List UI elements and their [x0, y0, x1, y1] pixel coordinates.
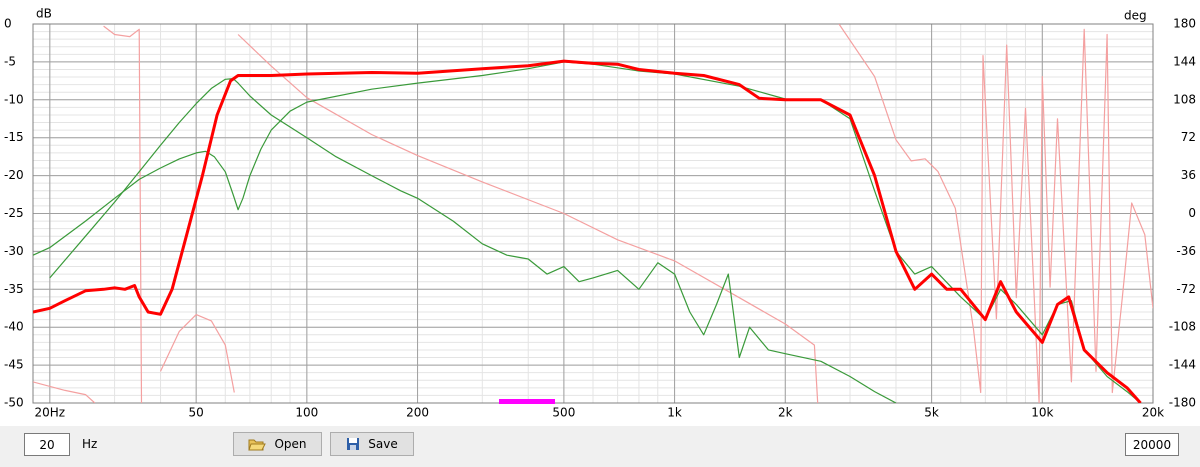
y-tick-label: -30	[4, 244, 24, 258]
y-tick-label: -10	[4, 92, 24, 106]
y2-tick-label: -180	[1169, 396, 1196, 410]
y-tick-label: -50	[4, 396, 24, 410]
open-label: Open	[274, 437, 307, 451]
y2-tick-label: 108	[1173, 92, 1196, 106]
y2-tick-label: 0	[1188, 206, 1196, 220]
save-label: Save	[368, 437, 398, 451]
y-tick-label: -25	[4, 206, 24, 220]
plot-frame	[32, 23, 1154, 404]
y-tick-label: -35	[4, 282, 24, 296]
y2-tick-label: -72	[1176, 282, 1196, 296]
x-tick-label: 50	[189, 406, 204, 420]
y2-tick-label: 36	[1181, 168, 1196, 182]
series-line	[49, 78, 897, 403]
x-tick-label: 1k	[667, 406, 682, 420]
y2-tick-label: -108	[1169, 320, 1196, 334]
x-tick-label: 500	[552, 406, 575, 420]
x-tick-label: 100	[295, 406, 318, 420]
y-axis-label: dB	[36, 7, 52, 21]
x-tick-label: 5k	[924, 406, 939, 420]
y2-tick-label: 180	[1173, 17, 1196, 31]
y2-tick-label: 144	[1173, 54, 1196, 68]
x-tick-label: 2k	[778, 406, 793, 420]
range-marker	[499, 399, 555, 404]
series-line	[33, 24, 1153, 403]
chart: dB deg 0 -5 -10 -15 -20 -25 -30 -35 -40 -45 -50 180…	[0, 0, 1200, 426]
y-tick-label: -45	[4, 358, 24, 372]
y-tick-label: -20	[4, 168, 24, 182]
x-tick-label: 200	[406, 406, 429, 420]
y2-tick-label: -36	[1176, 244, 1196, 258]
y-tick-label: 0	[4, 17, 12, 31]
save-icon	[347, 438, 360, 450]
y-tick-label: -5	[4, 54, 16, 68]
series-line	[33, 59, 1142, 403]
x-tick-label: 20k	[1142, 406, 1164, 420]
open-button[interactable]: Open	[233, 432, 322, 456]
from-unit: Hz	[82, 437, 98, 451]
x-tick-label: 20Hz	[35, 406, 66, 420]
y2-tick-label: -144	[1169, 358, 1196, 372]
x-tick-label: 10k	[1031, 406, 1053, 420]
y2-axis-label: deg	[1124, 9, 1147, 23]
from-input[interactable]: 20	[24, 433, 70, 456]
y-tick-label: -15	[4, 130, 24, 144]
y2-tick-label: 72	[1181, 130, 1196, 144]
y-tick-label: -40	[4, 320, 24, 334]
save-button[interactable]: Save	[330, 432, 414, 456]
to-input[interactable]: 20000	[1125, 433, 1179, 456]
open-icon	[248, 439, 267, 451]
